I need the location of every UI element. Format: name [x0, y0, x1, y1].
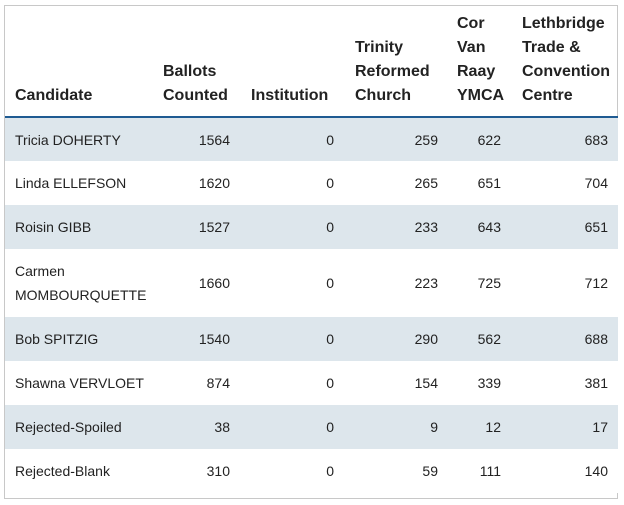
cell-trinity: 223 [344, 249, 448, 317]
cell-institution: 0 [240, 117, 344, 161]
header-trinity-reformed-church: Trinity Reformed Church [344, 6, 448, 118]
cell-candidate: Tricia DOHERTY [5, 117, 153, 161]
table-row: Roisin GIBB 1527 0 233 643 651 [5, 205, 618, 249]
table-body: Tricia DOHERTY 1564 0 259 622 683 Linda … [5, 117, 618, 493]
cell-institution: 0 [240, 405, 344, 449]
header-row: Candidate Ballots Counted Institution Tr… [5, 6, 618, 118]
cell-ballots: 310 [153, 449, 240, 493]
results-table-container: Candidate Ballots Counted Institution Tr… [4, 5, 618, 499]
cell-ltcc: 651 [511, 205, 618, 249]
header-line: Convention [522, 63, 610, 80]
header-line: Trinity [355, 39, 404, 56]
header-line: Ballots [163, 63, 217, 80]
cell-candidate: Carmen MOMBOURQUETTE [5, 249, 153, 317]
cell-ltcc: 17 [511, 405, 618, 449]
cell-candidate: Roisin GIBB [5, 205, 153, 249]
header-line: Institution [251, 87, 329, 104]
cell-institution: 0 [240, 317, 344, 361]
cell-institution: 0 [240, 249, 344, 317]
cell-ltcc: 140 [511, 449, 618, 493]
table-row: Carmen MOMBOURQUETTE 1660 0 223 725 712 [5, 249, 618, 317]
header-cor-van-raay-ymca: Cor Van Raay YMCA [448, 6, 511, 118]
header-line: Candidate [15, 87, 93, 104]
cell-institution: 0 [240, 205, 344, 249]
cell-trinity: 233 [344, 205, 448, 249]
cell-ymca: 111 [448, 449, 511, 493]
cell-candidate: Rejected-Blank [5, 449, 153, 493]
cell-ballots: 1540 [153, 317, 240, 361]
cell-candidate: Shawna VERVLOET [5, 361, 153, 405]
cell-ballots: 1660 [153, 249, 240, 317]
cell-institution: 0 [240, 449, 344, 493]
header-line: YMCA [457, 87, 505, 104]
cell-trinity: 259 [344, 117, 448, 161]
header-line: Centre [522, 87, 573, 104]
table-row: Rejected-Spoiled 38 0 9 12 17 [5, 405, 618, 449]
cell-ymca: 12 [448, 405, 511, 449]
header-line: Cor [457, 15, 485, 32]
header-line: Lethbridge [522, 15, 605, 32]
cell-ballots: 1527 [153, 205, 240, 249]
cell-candidate: Rejected-Spoiled [5, 405, 153, 449]
header-line: Van [457, 39, 486, 56]
cell-ymca: 622 [448, 117, 511, 161]
header-line: Reformed [355, 63, 430, 80]
cell-ballots: 1564 [153, 117, 240, 161]
table-row: Bob SPITZIG 1540 0 290 562 688 [5, 317, 618, 361]
header-line: Church [355, 87, 411, 104]
cell-trinity: 9 [344, 405, 448, 449]
cell-trinity: 290 [344, 317, 448, 361]
table-row: Shawna VERVLOET 874 0 154 339 381 [5, 361, 618, 405]
cell-ymca: 651 [448, 161, 511, 205]
table-row: Rejected-Blank 310 0 59 111 140 [5, 449, 618, 493]
cell-institution: 0 [240, 361, 344, 405]
cell-ltcc: 683 [511, 117, 618, 161]
cell-candidate: Bob SPITZIG [5, 317, 153, 361]
cell-ymca: 562 [448, 317, 511, 361]
cell-trinity: 59 [344, 449, 448, 493]
cell-trinity: 154 [344, 361, 448, 405]
cell-ymca: 643 [448, 205, 511, 249]
cell-ballots: 1620 [153, 161, 240, 205]
table-row: Linda ELLEFSON 1620 0 265 651 704 [5, 161, 618, 205]
header-ballots-counted: Ballots Counted [153, 6, 240, 118]
cell-ltcc: 712 [511, 249, 618, 317]
header-lethbridge-trade-convention-centre: Lethbridge Trade & Convention Centre [511, 6, 618, 118]
table-row: Tricia DOHERTY 1564 0 259 622 683 [5, 117, 618, 161]
header-line: Trade & [522, 39, 581, 56]
cell-ballots: 38 [153, 405, 240, 449]
header-line: Raay [457, 63, 496, 80]
cell-candidate: Linda ELLEFSON [5, 161, 153, 205]
cell-ltcc: 704 [511, 161, 618, 205]
cell-ballots: 874 [153, 361, 240, 405]
header-candidate: Candidate [5, 6, 153, 118]
cell-ymca: 725 [448, 249, 511, 317]
cell-trinity: 265 [344, 161, 448, 205]
cell-institution: 0 [240, 161, 344, 205]
cell-ymca: 339 [448, 361, 511, 405]
cell-ltcc: 381 [511, 361, 618, 405]
header-line: Counted [163, 87, 228, 104]
cell-ltcc: 688 [511, 317, 618, 361]
election-results-table: Candidate Ballots Counted Institution Tr… [5, 6, 618, 493]
table-header: Candidate Ballots Counted Institution Tr… [5, 6, 618, 118]
header-institution: Institution [240, 6, 344, 118]
